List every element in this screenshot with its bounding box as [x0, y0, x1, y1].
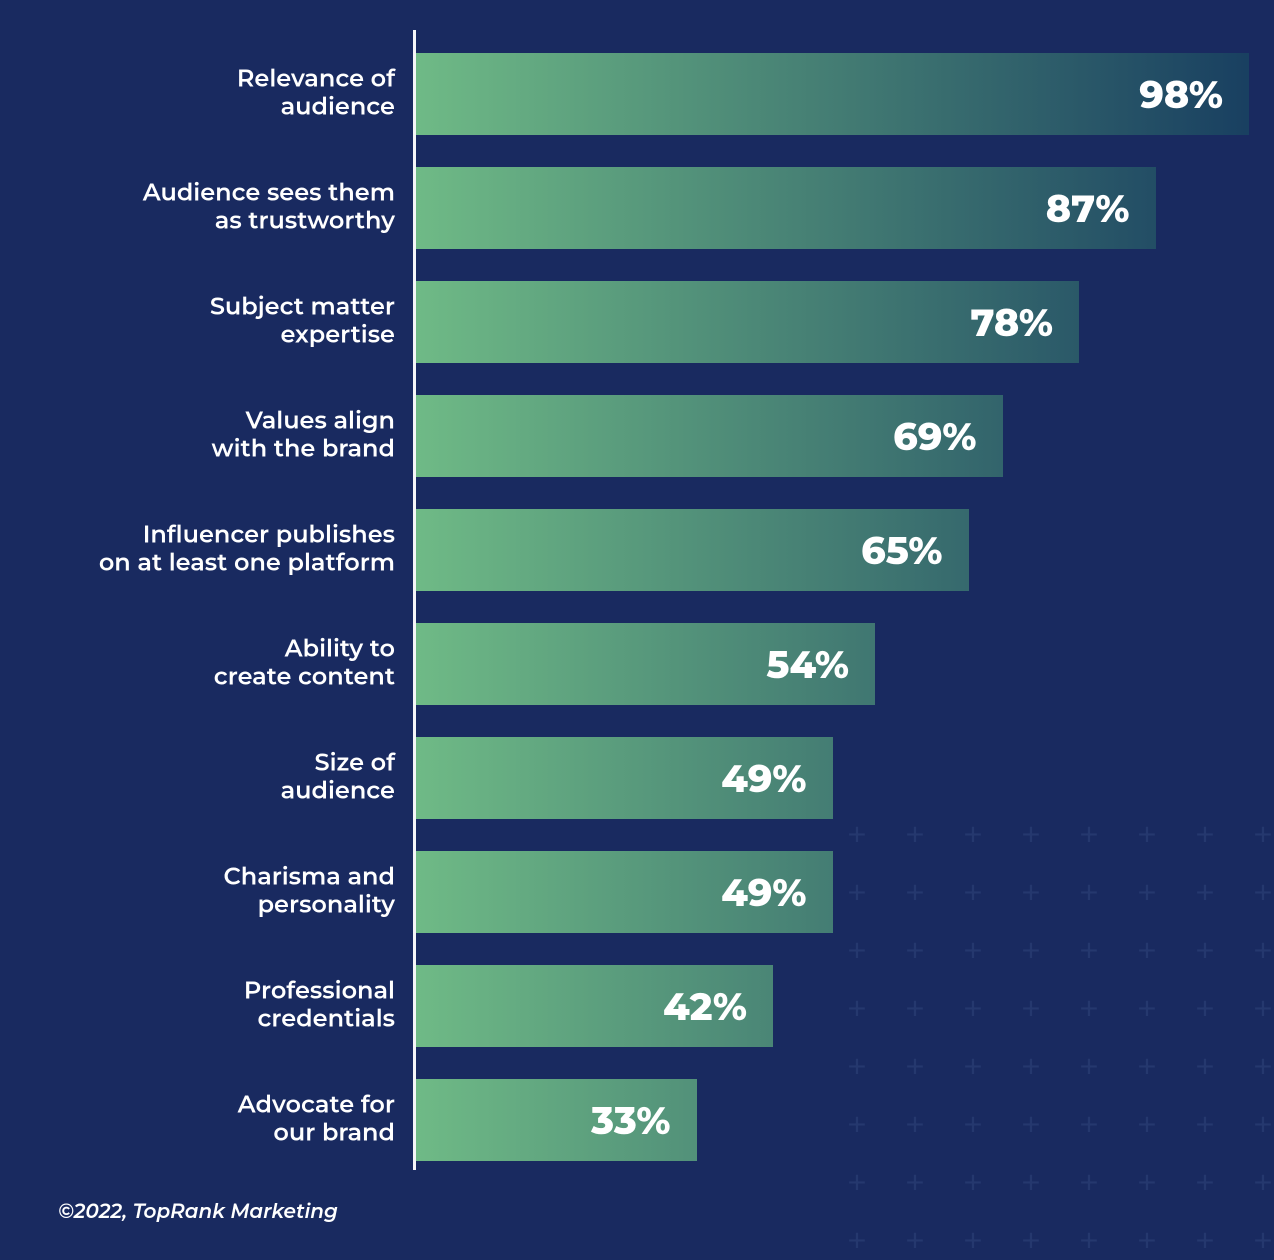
bar-rect: 54%	[416, 623, 875, 705]
bar-label: Subject matter expertise	[35, 294, 395, 351]
bar-value: 33%	[591, 1097, 670, 1144]
bar-label: Ability to create content	[35, 636, 395, 693]
bar-rect: 87%	[416, 167, 1156, 249]
bar-value: 49%	[721, 869, 806, 916]
bar-row: Size of audience 49%	[0, 737, 1274, 819]
plus-icon: +	[1002, 1212, 1060, 1260]
bar-row: Values align with the brand 69%	[0, 395, 1274, 477]
plus-icon: +	[1060, 1212, 1118, 1260]
bar-value: 69%	[893, 413, 976, 460]
bar-rect: 49%	[416, 737, 833, 819]
bar-label: Charisma and personality	[35, 864, 395, 921]
bar-rect: 49%	[416, 851, 833, 933]
copyright-text: ©2022, TopRank Marketing	[58, 1200, 338, 1224]
bar-value: 49%	[721, 755, 806, 802]
plus-icon: +	[1118, 1212, 1176, 1260]
chart-root: ++++++++++++++++++++++++++++++++++++++++…	[0, 0, 1274, 1260]
bar-value: 54%	[766, 641, 849, 688]
bar-row: Subject matter expertise 78%	[0, 281, 1274, 363]
bar-label: Size of audience	[35, 750, 395, 807]
plus-icon: +	[1234, 1212, 1274, 1260]
plus-icon: +	[1060, 1154, 1118, 1212]
plus-icon: +	[1118, 1154, 1176, 1212]
bar-rect: 69%	[416, 395, 1003, 477]
bar-value: 65%	[861, 527, 942, 574]
bar-row: Relevance of audience 98%	[0, 53, 1274, 135]
plus-icon: +	[1176, 1154, 1234, 1212]
bar-label: Professional credentials	[35, 978, 395, 1035]
bar-rect: 42%	[416, 965, 773, 1047]
bar-rect: 98%	[416, 53, 1249, 135]
bar-rect: 33%	[416, 1079, 697, 1161]
bar-label: Advocate for our brand	[35, 1092, 395, 1149]
bar-rect: 78%	[416, 281, 1079, 363]
bar-row: Audience sees them as trustworthy 87%	[0, 167, 1274, 249]
plus-icon: +	[828, 1212, 886, 1260]
bar-row: Ability to create content 54%	[0, 623, 1274, 705]
bar-label: Audience sees them as trustworthy	[35, 180, 395, 237]
bar-value: 78%	[970, 299, 1053, 346]
bar-row: Professional credentials 42%	[0, 965, 1274, 1047]
plus-icon: +	[886, 1154, 944, 1212]
plus-icon: +	[1234, 1154, 1274, 1212]
plus-icon: +	[886, 1212, 944, 1260]
plus-icon: +	[828, 1154, 886, 1212]
plus-icon: +	[1002, 1154, 1060, 1212]
plus-icon: +	[944, 1212, 1002, 1260]
bar-value: 42%	[663, 983, 747, 1030]
bar-value: 87%	[1046, 185, 1130, 232]
bar-label: Influencer publishes on at least one pla…	[35, 522, 395, 579]
bar-label: Relevance of audience	[35, 66, 395, 123]
bar-value: 98%	[1139, 71, 1223, 118]
plus-icon: +	[1176, 1212, 1234, 1260]
bar-label: Values align with the brand	[35, 408, 395, 465]
bar-row: Advocate for our brand 33%	[0, 1079, 1274, 1161]
bar-row: Charisma and personality 49%	[0, 851, 1274, 933]
bar-rect: 65%	[416, 509, 969, 591]
plus-icon: +	[944, 1154, 1002, 1212]
bar-row: Influencer publishes on at least one pla…	[0, 509, 1274, 591]
